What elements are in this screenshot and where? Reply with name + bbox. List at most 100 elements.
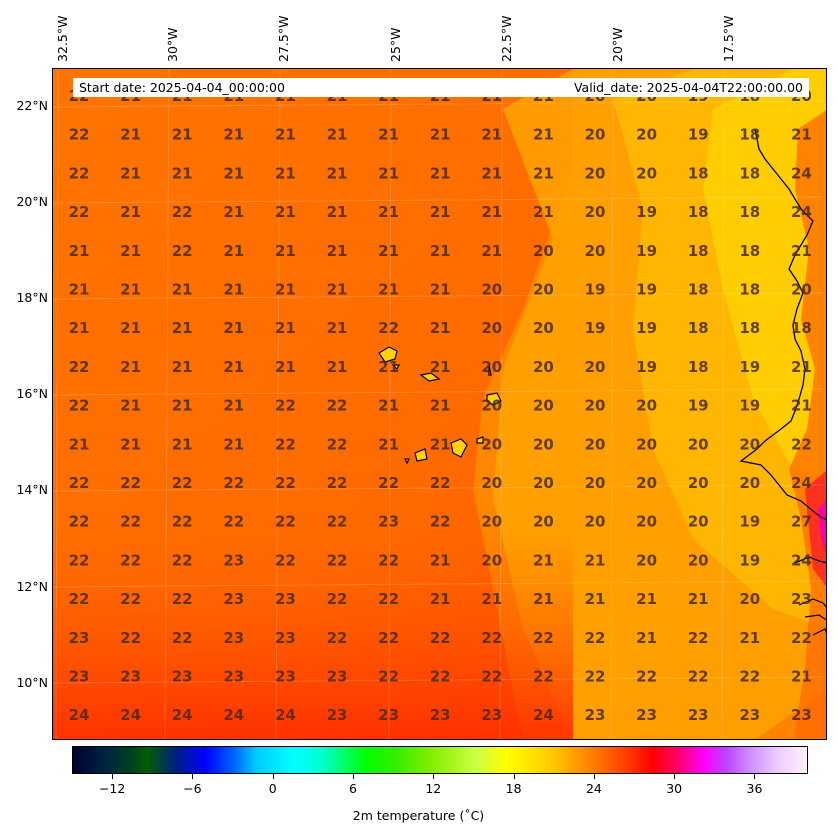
temperature-label: 21 — [120, 242, 141, 260]
temperature-label: 22 — [327, 590, 348, 608]
temperature-label: 21 — [533, 590, 554, 608]
temperature-label: 21 — [223, 397, 244, 415]
temperature-label: 21 — [430, 126, 451, 144]
colorbar-tick-label: 18 — [505, 781, 522, 796]
temperature-label: 21 — [636, 629, 657, 647]
lat-label-12n: 12°N — [16, 579, 48, 594]
temperature-label: 23 — [739, 706, 760, 724]
temperature-label: 23 — [481, 706, 502, 724]
temperature-label: 21 — [275, 242, 296, 260]
temperature-label: 24 — [791, 474, 812, 492]
temperature-label: 21 — [275, 203, 296, 221]
temperature-label: 22 — [120, 629, 141, 647]
temperature-label: 24 — [275, 706, 296, 724]
temperature-label: 21 — [327, 126, 348, 144]
temperature-label: 19 — [585, 319, 606, 337]
temperature-label: 20 — [585, 203, 606, 221]
temperature-label: 18 — [739, 164, 760, 182]
temperature-label: 20 — [739, 474, 760, 492]
temperature-label: 22 — [120, 590, 141, 608]
temperature-label: 20 — [533, 281, 554, 299]
colorbar-tick-label: 36 — [746, 781, 763, 796]
colorbar-tick — [754, 774, 756, 779]
colorbar-gradient — [73, 747, 807, 773]
temperature-label: 24 — [69, 706, 90, 724]
temperature-label: 18 — [688, 281, 709, 299]
temperature-field-south — [53, 529, 573, 739]
temperature-label: 21 — [430, 164, 451, 182]
temperature-label: 20 — [533, 358, 554, 376]
temperature-label: 21 — [327, 242, 348, 260]
temperature-label: 24 — [172, 706, 193, 724]
temperature-label: 19 — [688, 126, 709, 144]
temperature-label: 22 — [69, 164, 90, 182]
temperature-label: 22 — [69, 203, 90, 221]
temperature-label: 21 — [430, 590, 451, 608]
temperature-label: 22 — [430, 513, 451, 531]
temperature-label: 22 — [69, 397, 90, 415]
temperature-label: 21 — [378, 164, 399, 182]
temperature-label: 23 — [275, 668, 296, 686]
temperature-label: 18 — [688, 164, 709, 182]
lat-label-16n: 16°N — [16, 386, 48, 401]
temperature-label: 23 — [585, 706, 606, 724]
temperature-field-cool-patch — [703, 69, 826, 488]
temperature-label: 23 — [791, 590, 812, 608]
coastline-gambia — [794, 556, 826, 564]
colorbar-tick-label: −6 — [183, 781, 202, 796]
island-sao-vicente — [391, 364, 400, 371]
temperature-label: 22 — [327, 513, 348, 531]
temperature-label: 22 — [430, 474, 451, 492]
temperature-label: 23 — [430, 706, 451, 724]
temperature-label: 21 — [172, 397, 193, 415]
cape-verde-islands — [378, 346, 502, 465]
temperature-label: 21 — [791, 397, 812, 415]
island-brava — [404, 458, 410, 465]
temperature-label: 20 — [481, 281, 502, 299]
lat-label-20n: 20°N — [16, 194, 48, 209]
temperature-label: 21 — [585, 551, 606, 569]
temperature-label: 19 — [636, 319, 657, 337]
temperature-label: 21 — [585, 590, 606, 608]
temperature-label: 20 — [481, 358, 502, 376]
temperature-label: 21 — [223, 281, 244, 299]
temperature-label: 21 — [688, 590, 709, 608]
temperature-label: 23 — [223, 551, 244, 569]
temperature-label: 22 — [378, 590, 399, 608]
temperature-label: 24 — [223, 706, 244, 724]
temperature-label: 21 — [120, 126, 141, 144]
temperature-label: 20 — [636, 551, 657, 569]
temperature-label: 21 — [378, 281, 399, 299]
lat-label-18n: 18°N — [16, 290, 48, 305]
temperature-label: 21 — [172, 358, 193, 376]
temperature-label: 22 — [275, 474, 296, 492]
temperature-label: 22 — [223, 513, 244, 531]
island-maio — [476, 436, 484, 444]
temperature-label: 22 — [378, 319, 399, 337]
temperature-label: 22 — [585, 629, 606, 647]
temperature-map[interactable]: 22 21 21 21 21 21 21 21 21 21 20 20 19 18 20 22 21 21 21 21… — [52, 68, 827, 740]
temperature-label: 21 — [223, 319, 244, 337]
temperature-label: 18 — [791, 319, 812, 337]
temperature-label: 23 — [327, 668, 348, 686]
temperature-label: 20 — [636, 435, 657, 453]
temperature-label: 20 — [585, 126, 606, 144]
temperature-label: 21 — [378, 126, 399, 144]
temperature-label: 21 — [120, 203, 141, 221]
lon-label-20w: 20°W — [610, 27, 625, 62]
temperature-label: 22 — [378, 668, 399, 686]
temperature-label: 21 — [430, 435, 451, 453]
temperature-label: 19 — [739, 513, 760, 531]
temperature-label: 20 — [636, 164, 657, 182]
temperature-label: 18 — [688, 358, 709, 376]
temperature-label: 19 — [636, 358, 657, 376]
temperature-label: 22 — [275, 551, 296, 569]
coastline-guinea-bissau — [798, 598, 826, 636]
temperature-label: 20 — [636, 126, 657, 144]
temperature-label: 21 — [275, 319, 296, 337]
valid-date-label: Valid_date: 2025-04-04T22:00:00.00 — [573, 80, 803, 95]
temperature-label: 20 — [636, 474, 657, 492]
temperature-label: 22 — [172, 513, 193, 531]
temperature-label: 20 — [585, 474, 606, 492]
temperature-label: 23 — [791, 706, 812, 724]
